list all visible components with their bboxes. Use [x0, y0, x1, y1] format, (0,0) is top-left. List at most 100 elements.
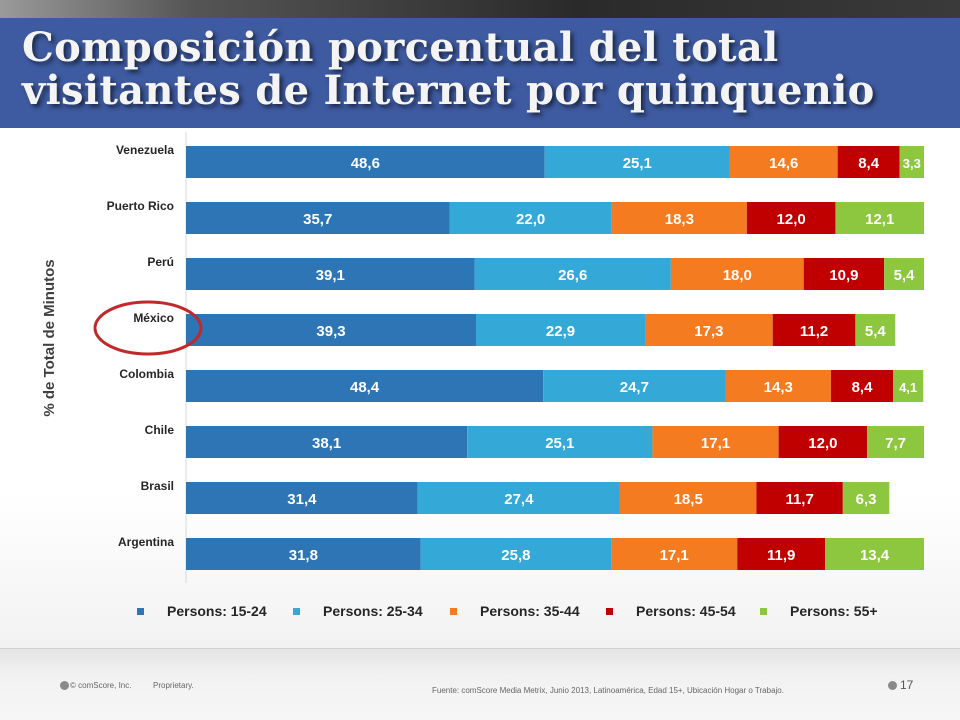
legend-swatch-persons-35-44 — [450, 608, 457, 615]
data-label-venezuela-persons-55: 3,3 — [903, 156, 921, 171]
bar-venezuela-persons-45-54 — [837, 146, 900, 178]
category-label-brasil: Brasil — [141, 479, 174, 493]
data-label-mexico-persons-45-54: 11,2 — [800, 323, 828, 340]
bar-argentina-persons-25-34 — [420, 538, 612, 570]
data-label-brasil-persons-35-44: 18,5 — [674, 491, 703, 508]
data-label-brasil-persons-15-24: 31,4 — [287, 491, 317, 508]
data-label-chile-persons-55: 7,7 — [885, 435, 906, 452]
data-label-argentina-persons-55: 13,4 — [860, 547, 890, 564]
chart-area: % de Total de Minutos Venezuela 48,6 25,1 14… — [0, 128, 960, 648]
bar-venezuela-persons-15-24 — [186, 146, 545, 178]
bar-argentina-persons-45-54 — [737, 538, 826, 570]
title-band — [0, 18, 960, 128]
category-label-peru: Perú — [147, 255, 174, 269]
legend-swatch-persons-45-54 — [606, 608, 613, 615]
bar-colombia-persons-15-24 — [186, 370, 544, 402]
bar-brasil-persons-15-24 — [186, 482, 418, 514]
data-label-mexico-persons-35-44: 17,3 — [694, 323, 723, 340]
data-label-peru-persons-25-34: 26,6 — [558, 267, 587, 284]
bar-argentina-persons-35-44 — [611, 538, 738, 570]
bar-peru-persons-55 — [884, 258, 924, 290]
data-label-peru-persons-35-44: 18,0 — [723, 267, 752, 284]
category-label-argentina: Argentina — [118, 535, 174, 549]
page-number: 17 — [900, 678, 914, 692]
legend-label-persons-15-24: Persons: 15-24 — [167, 603, 267, 619]
bar-puerto-rico-persons-15-24 — [186, 202, 450, 234]
footer-source: Fuente: comScore Media Metrix, Junio 201… — [432, 686, 784, 695]
bar-colombia-persons-25-34 — [543, 370, 726, 402]
bar-chile-persons-15-24 — [186, 426, 468, 458]
bar-venezuela-persons-35-44 — [729, 146, 838, 178]
bar-chile-persons-25-34 — [467, 426, 653, 458]
data-label-chile-persons-35-44: 17,1 — [701, 435, 730, 452]
bar-puerto-rico-persons-45-54 — [746, 202, 836, 234]
footer-bullet-icon — [60, 681, 69, 690]
legend-label-persons-25-34: Persons: 25-34 — [323, 603, 423, 619]
bar-colombia-persons-45-54 — [831, 370, 893, 402]
bar-peru-persons-45-54 — [803, 258, 885, 290]
category-label-mexico: México — [133, 311, 174, 325]
legend-swatch-persons-15-24 — [137, 608, 144, 615]
bar-chile-persons-55 — [867, 426, 924, 458]
bar-colombia-persons-55 — [893, 370, 924, 402]
category-label-colombia: Colombia — [119, 367, 174, 381]
data-label-brasil-persons-45-54: 11,7 — [785, 491, 813, 508]
data-label-peru-persons-55: 5,4 — [894, 267, 916, 284]
bar-venezuela-persons-25-34 — [544, 146, 730, 178]
data-label-mexico-persons-15-24: 39,3 — [316, 323, 345, 340]
data-label-brasil-persons-25-34: 27,4 — [504, 491, 534, 508]
data-label-venezuela-persons-15-24: 48,6 — [351, 155, 380, 172]
data-label-puerto-rico-persons-35-44: 18,3 — [665, 211, 694, 228]
bar-brasil-persons-45-54 — [756, 482, 843, 514]
data-label-peru-persons-15-24: 39,1 — [316, 267, 345, 284]
bar-brasil-persons-35-44 — [619, 482, 757, 514]
page-bullet-icon — [888, 681, 897, 690]
highlight-circle — [93, 300, 203, 356]
data-label-mexico-persons-55: 5,4 — [865, 323, 887, 340]
bar-colombia-persons-35-44 — [725, 370, 832, 402]
footer: © comScore, Inc. Proprietary. Fuente: co… — [0, 648, 960, 720]
bar-puerto-rico-persons-55 — [835, 202, 924, 234]
legend-label-persons-45-54: Persons: 45-54 — [636, 603, 736, 619]
category-label-chile: Chile — [145, 423, 175, 437]
bar-peru-persons-35-44 — [670, 258, 804, 290]
bar-argentina-persons-15-24 — [186, 538, 421, 570]
bar-puerto-rico-persons-25-34 — [449, 202, 612, 234]
stacked-bar-chart: % de Total de Minutos Venezuela 48,6 25,1 14… — [41, 132, 924, 619]
bar-mexico-persons-35-44 — [645, 314, 773, 346]
bar-puerto-rico-persons-35-44 — [611, 202, 747, 234]
footer-divider — [0, 648, 960, 649]
data-label-venezuela-persons-25-34: 25,1 — [623, 155, 652, 172]
data-label-argentina-persons-15-24: 31,8 — [289, 547, 318, 564]
legend-swatch-persons-55 — [760, 608, 767, 615]
data-label-colombia-persons-55: 4,1 — [899, 380, 917, 395]
data-label-colombia-persons-45-54: 8,4 — [852, 379, 874, 396]
legend-label-persons-55: Persons: 55+ — [790, 603, 878, 619]
data-label-colombia-persons-35-44: 14,3 — [764, 379, 793, 396]
bar-venezuela-persons-55 — [899, 146, 924, 178]
data-label-argentina-persons-45-54: 11,9 — [767, 547, 795, 564]
legend-swatch-persons-25-34 — [293, 608, 300, 615]
slide-title: Composición porcentual del total visitan… — [22, 24, 875, 114]
top-strip — [0, 0, 960, 18]
data-label-chile-persons-45-54: 12,0 — [808, 435, 837, 452]
data-label-brasil-persons-55: 6,3 — [856, 491, 877, 508]
bar-brasil-persons-55 — [842, 482, 890, 514]
data-label-chile-persons-15-24: 38,1 — [312, 435, 341, 452]
data-label-chile-persons-25-34: 25,1 — [545, 435, 574, 452]
y-axis-title: % de Total de Minutos — [41, 259, 58, 416]
data-label-colombia-persons-15-24: 48,4 — [350, 379, 380, 396]
category-label-puerto-rico: Puerto Rico — [107, 199, 174, 213]
data-label-puerto-rico-persons-55: 12,1 — [865, 211, 894, 228]
bar-mexico-persons-15-24 — [186, 314, 477, 346]
data-label-venezuela-persons-45-54: 8,4 — [858, 155, 880, 172]
data-label-peru-persons-45-54: 10,9 — [829, 267, 858, 284]
data-label-colombia-persons-25-34: 24,7 — [620, 379, 649, 396]
footer-proprietary: Proprietary. — [153, 681, 194, 690]
footer-copyright: © comScore, Inc. — [70, 681, 132, 690]
data-label-argentina-persons-25-34: 25,8 — [501, 547, 530, 564]
bar-peru-persons-15-24 — [186, 258, 475, 290]
category-label-venezuela: Venezuela — [116, 143, 174, 157]
data-label-puerto-rico-persons-45-54: 12,0 — [777, 211, 806, 228]
bar-chile-persons-45-54 — [778, 426, 868, 458]
